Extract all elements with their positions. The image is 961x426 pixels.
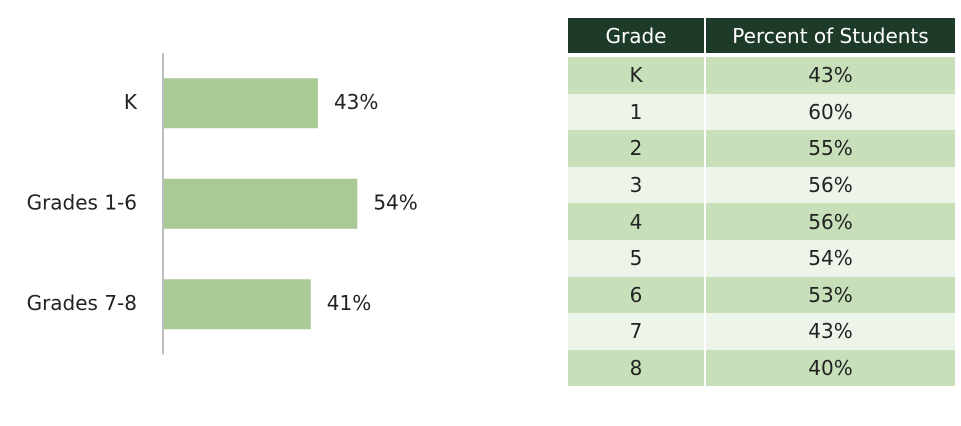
table-row: K 43% — [568, 57, 955, 94]
category-label: Grades 7-8 — [27, 291, 137, 315]
table-cell: 43% — [706, 57, 955, 94]
table-cell: 2 — [568, 130, 706, 167]
table-cell: 1 — [568, 93, 706, 131]
table-cell: 6 — [568, 276, 706, 314]
table-cell: 54% — [706, 239, 955, 277]
table-cell: 7 — [568, 313, 706, 350]
table-cell: 56% — [706, 203, 955, 240]
table-row: 3 56% — [568, 166, 955, 204]
table-cell: 5 — [568, 239, 706, 277]
table-row: 1 60% — [568, 93, 955, 131]
header-cell: Percent of Students — [706, 18, 955, 57]
table-row: 7 43% — [568, 313, 955, 350]
bar — [164, 178, 358, 229]
table-cell: 43% — [706, 313, 955, 350]
header-row: Grade Percent of Students — [568, 18, 955, 57]
table-cell: 56% — [706, 166, 955, 204]
table-cell: 60% — [706, 93, 955, 131]
table-cell: 55% — [706, 130, 955, 167]
table-row: 6 53% — [568, 276, 955, 314]
table-row: 8 40% — [568, 349, 955, 387]
table-cell: 3 — [568, 166, 706, 204]
table-cell: 40% — [706, 349, 955, 387]
category-label: K — [124, 90, 138, 114]
header-cell: Grade — [568, 18, 706, 57]
table-row: 2 55% — [568, 130, 955, 167]
table-cell: 53% — [706, 276, 955, 314]
bar — [164, 279, 311, 330]
value-label: 43% — [334, 90, 378, 114]
value-label: 41% — [327, 291, 371, 315]
table-row: 4 56% — [568, 203, 955, 240]
table-cell: 4 — [568, 203, 706, 240]
table-row: 5 54% — [568, 239, 955, 277]
table-body: K 43% 1 60% 2 55% 3 56% 4 56% 5 54% 6 53% 7 43% 8 40% — [568, 57, 955, 387]
category-label: Grades 1-6 — [27, 190, 137, 214]
data-table: Grade Percent of Students K 43% 1 60% 2 55% 3 56… — [568, 18, 955, 387]
value-label: 54% — [373, 190, 417, 214]
table-cell: K — [568, 57, 706, 94]
chart: K 43% Grades 1-6 54% Grades 7-8 41% — [27, 53, 418, 355]
table-cell: 8 — [568, 349, 706, 387]
bar — [164, 78, 318, 129]
